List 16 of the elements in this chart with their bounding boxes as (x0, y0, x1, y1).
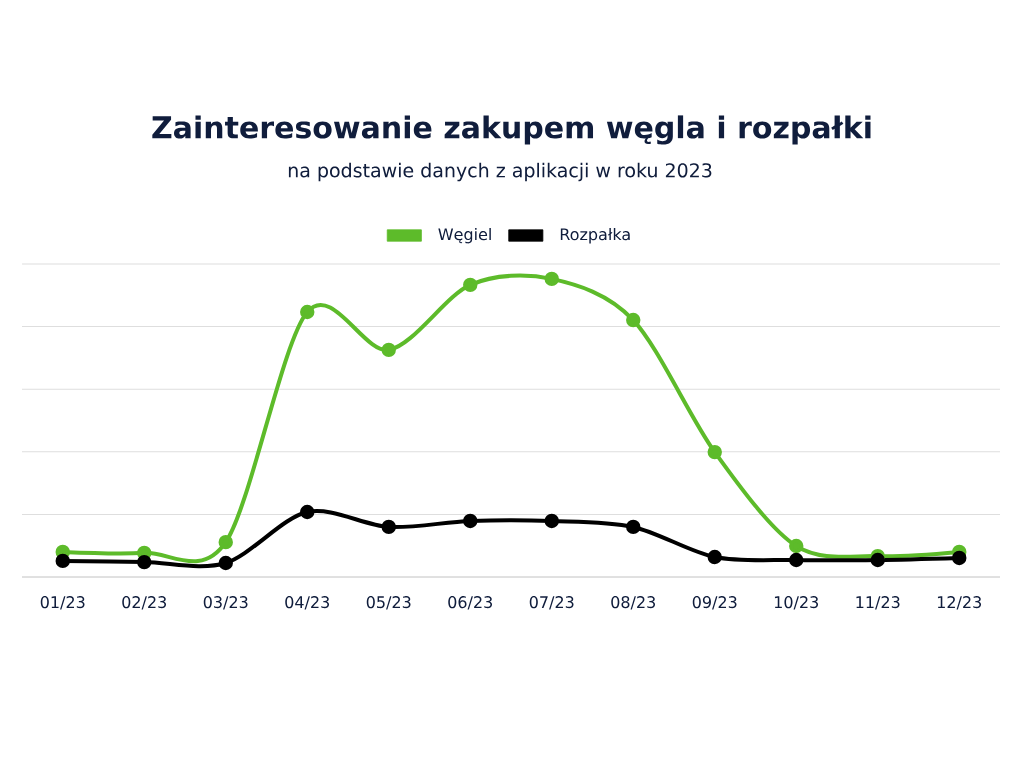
chart-title: Zainteresowanie zakupem węgla i rozpałki (152, 115, 871, 145)
x-tick-label: 08/23 (611, 596, 656, 610)
x-tick-label: 07/23 (529, 596, 574, 610)
x-tick-label: 11/23 (856, 596, 900, 610)
x-tick-label: 12/23 (937, 596, 982, 610)
x-tick-label: 10/23 (774, 596, 819, 610)
x-tick-label: 01/23 (40, 596, 85, 610)
x-tick-label: 04/23 (285, 596, 330, 610)
x-tick-label: 02/23 (122, 596, 167, 610)
x-tick-label: 03/23 (203, 596, 248, 610)
x-tick-label: 05/23 (366, 596, 411, 610)
chart-subtitle: na podstawie danych z aplikacji w roku 2023 (288, 162, 712, 182)
legend-label: Rozpałka (560, 227, 630, 244)
x-tick-label: 09/23 (692, 596, 737, 610)
x-tick-label: 06/23 (448, 596, 493, 610)
legend-label: Węgiel (438, 227, 491, 244)
